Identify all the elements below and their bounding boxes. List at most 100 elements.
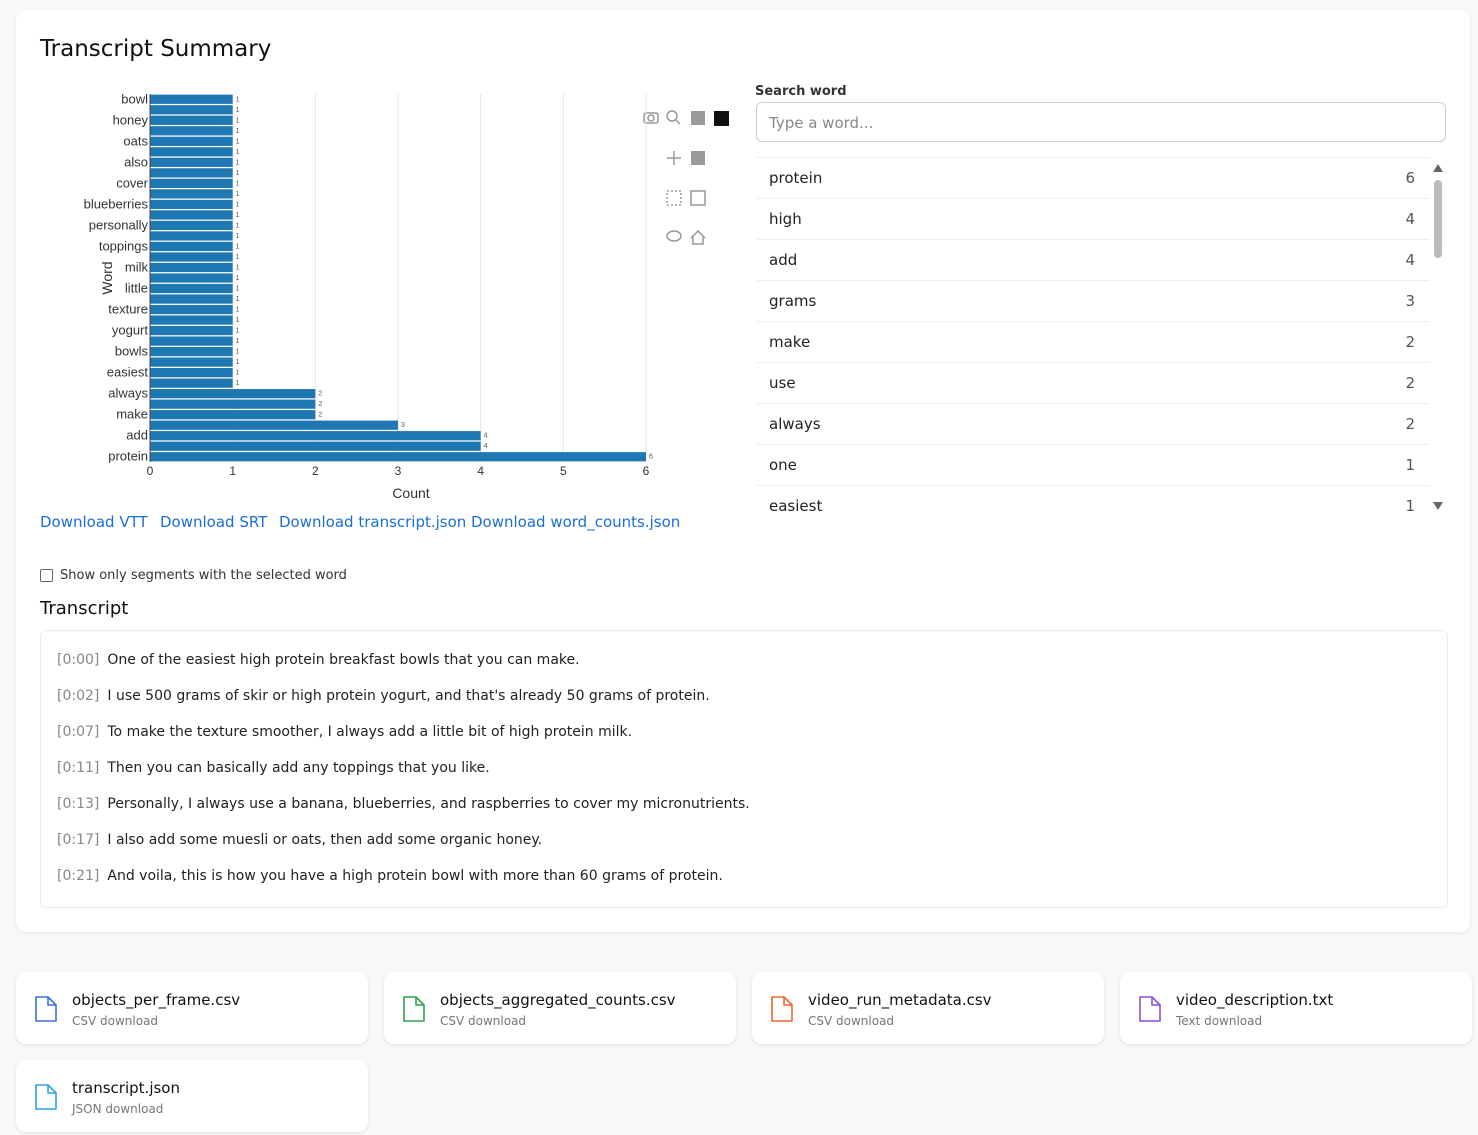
bar <box>150 147 233 157</box>
value-label: 1 <box>236 349 240 356</box>
y-tick-label: personally <box>89 217 149 232</box>
bar <box>150 157 233 167</box>
y-tick-label: make <box>116 407 148 422</box>
value-label: 1 <box>236 275 240 282</box>
download-link[interactable]: Download transcript.json <box>279 513 467 531</box>
x-tick-label: 2 <box>312 464 319 478</box>
bar <box>150 389 316 399</box>
y-tick-label: bowl <box>121 91 148 106</box>
x-axis-title: Count <box>392 485 429 501</box>
value-label: 1 <box>236 380 240 387</box>
value-label: 4 <box>484 433 488 440</box>
word-row[interactable]: grams 3 <box>757 281 1429 322</box>
file-icon <box>771 996 793 1022</box>
segment: [0:00] One of the easiest high protein br… <box>57 652 580 668</box>
x-tick-label: 6 <box>643 464 650 478</box>
word-row[interactable]: high 4 <box>757 199 1429 240</box>
y-tick-label: yogurt <box>112 323 149 338</box>
value-label: 1 <box>236 243 240 250</box>
file-icon <box>403 996 425 1022</box>
word-count: 4 <box>1405 251 1415 269</box>
title: Transcript Summary <box>40 36 272 62</box>
transcript-box: [0:00] One of the easiest high protein br… <box>40 630 1448 908</box>
file-card[interactable]: video_description.txt Text download <box>1120 972 1472 1044</box>
word: always <box>769 415 821 433</box>
word-row[interactable]: one 1 <box>757 445 1429 486</box>
word-row[interactable]: add 4 <box>757 240 1429 281</box>
word: protein <box>769 169 823 187</box>
bar <box>150 399 316 409</box>
segment-text: I also add some muesli or oats, then add… <box>107 832 543 848</box>
bar <box>150 294 233 304</box>
chart: 0 1 2 3 4 5 6 6 protein 4 4 add 3 2 make 2 2 always 1 1 easi… <box>84 91 729 501</box>
download-link[interactable]: Download SRT <box>160 513 268 531</box>
bar <box>150 346 233 357</box>
bar <box>150 452 646 462</box>
timestamp: [0:21] <box>57 868 100 884</box>
y-tick-label: protein <box>108 449 148 464</box>
y-axis-title: Word <box>99 261 115 294</box>
bar <box>150 441 481 451</box>
download-link[interactable]: Download word_counts.json <box>471 513 681 531</box>
bar <box>150 168 233 178</box>
search-label: Search word <box>755 84 847 99</box>
y-tick-label: texture <box>108 302 148 317</box>
scrollbar[interactable] <box>1430 160 1446 514</box>
y-tick-label: always <box>108 386 148 401</box>
word: one <box>769 456 797 474</box>
segment-text: And voila, this is how you have a high p… <box>107 868 723 884</box>
bar <box>150 231 233 241</box>
word-count: 1 <box>1405 456 1415 474</box>
word-row[interactable]: make 2 <box>757 322 1429 363</box>
file-card[interactable]: video_run_metadata.csv CSV download <box>752 972 1104 1044</box>
bar <box>150 105 233 115</box>
word-count: 2 <box>1405 333 1415 351</box>
file-icon <box>1139 996 1161 1022</box>
download-link[interactable]: Download VTT <box>40 513 148 531</box>
value-label: 1 <box>236 254 240 261</box>
bar <box>150 410 316 420</box>
segment: [0:11] Then you can basically add any top… <box>57 760 490 776</box>
file-name: transcript.json <box>72 1079 180 1097</box>
bar <box>150 220 233 231</box>
summary-card <box>16 10 1470 932</box>
value-label: 1 <box>236 170 240 177</box>
segment-text: Personally, I always use a banana, blueb… <box>107 796 750 812</box>
word: grams <box>769 292 817 310</box>
y-tick-label: oats <box>123 133 148 148</box>
file-card[interactable]: objects_aggregated_counts.csv CSV downloa… <box>384 972 736 1044</box>
segment-text: I use 500 grams of skir or high protein … <box>107 688 710 704</box>
timestamp: [0:00] <box>57 652 100 668</box>
word: use <box>769 374 796 392</box>
x-tick-label: 5 <box>560 464 567 478</box>
search-input[interactable]: Type a word... <box>756 102 1446 142</box>
transcript-title: Transcript <box>40 598 129 619</box>
word-row[interactable]: protein 6 <box>757 158 1429 199</box>
word: high <box>769 210 802 228</box>
y-tick-label: honey <box>113 112 149 127</box>
filter-checkbox[interactable]: Show only segments with the selected wor… <box>40 568 347 583</box>
bar <box>150 420 398 430</box>
bar <box>150 241 233 252</box>
word-list: protein 6 high 4 add 4 grams 3 make 2 use 2 always 2 o… <box>757 157 1429 516</box>
file-card[interactable]: objects_per_frame.csv CSV download <box>16 972 368 1044</box>
bar <box>150 273 233 283</box>
bar <box>150 126 233 136</box>
y-tick-label: milk <box>125 259 149 274</box>
bar <box>150 368 233 378</box>
bar <box>150 357 233 367</box>
file-type: CSV download <box>808 1014 895 1028</box>
x-tick-label: 0 <box>147 464 154 478</box>
value-label: 1 <box>236 128 240 135</box>
value-label: 1 <box>236 317 240 324</box>
bar <box>150 304 233 315</box>
word-row[interactable]: easiest 1 <box>757 486 1429 516</box>
file-card[interactable]: transcript.json JSON download <box>16 1060 368 1132</box>
word-row[interactable]: always 2 <box>757 404 1429 445</box>
bar <box>150 94 233 104</box>
file-name: video_run_metadata.csv <box>808 991 992 1009</box>
word-row[interactable]: use 2 <box>757 363 1429 404</box>
value-label: 1 <box>236 201 240 208</box>
modebar[interactable] <box>643 110 729 245</box>
